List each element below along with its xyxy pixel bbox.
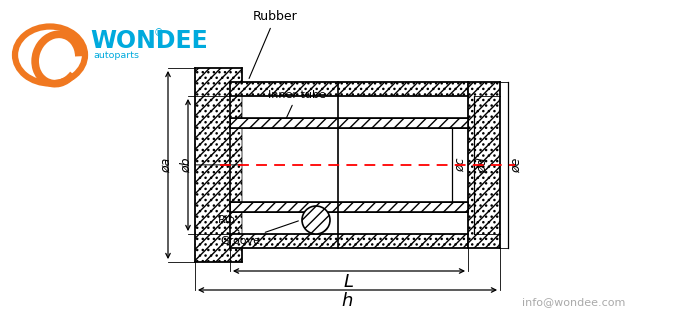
- Text: øa: øa: [160, 157, 172, 173]
- Bar: [230, 234, 468, 248]
- Text: Groove: Groove: [220, 221, 298, 246]
- Bar: [230, 202, 468, 212]
- Text: WONDEE: WONDEE: [90, 29, 208, 53]
- Text: L: L: [344, 273, 354, 291]
- Text: øb: øb: [179, 157, 193, 173]
- Text: autoparts: autoparts: [93, 51, 139, 59]
- Bar: [195, 68, 242, 165]
- Text: øe: øe: [510, 157, 523, 173]
- Bar: [195, 68, 242, 165]
- Bar: [230, 128, 468, 202]
- Text: øc: øc: [454, 158, 467, 172]
- Text: ®: ®: [154, 28, 164, 38]
- Circle shape: [302, 206, 330, 234]
- Bar: [195, 165, 242, 262]
- Bar: [230, 82, 468, 96]
- Bar: [230, 82, 468, 96]
- Bar: [468, 82, 500, 248]
- Text: Rubber: Rubber: [249, 10, 298, 79]
- Text: info@wondee.com: info@wondee.com: [522, 297, 625, 307]
- Bar: [195, 165, 242, 262]
- Text: Inner tube: Inner tube: [268, 90, 326, 119]
- Bar: [468, 82, 500, 248]
- Bar: [230, 118, 468, 128]
- Text: ød: ød: [476, 157, 489, 173]
- Bar: [230, 234, 468, 248]
- Text: h: h: [342, 292, 354, 310]
- Text: Rib: Rib: [218, 215, 239, 231]
